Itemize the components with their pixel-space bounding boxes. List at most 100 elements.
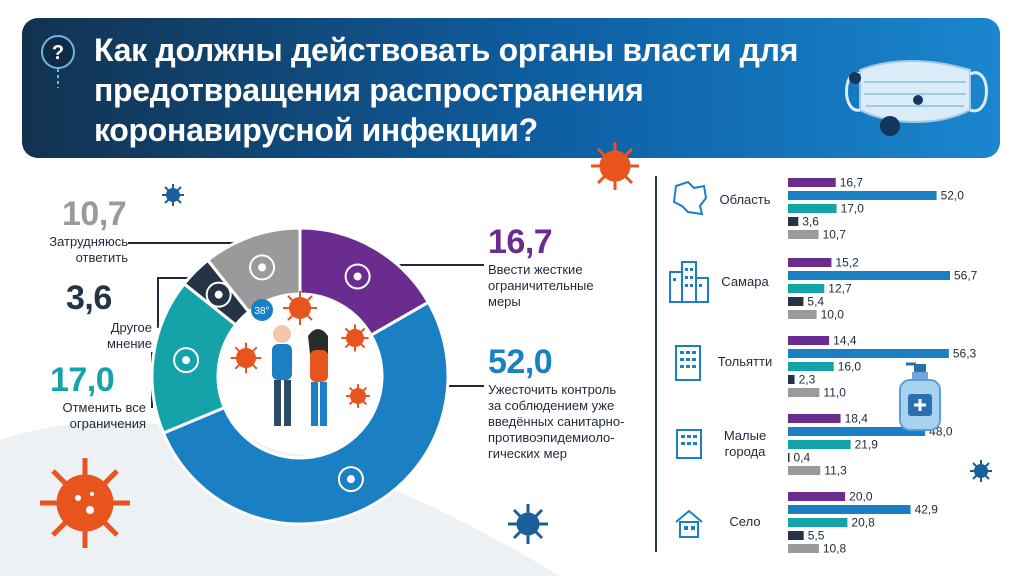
building-icon [675,345,701,381]
slice-marker-icon [205,281,232,308]
slice-marker-icon [337,466,364,493]
bar-small-towns-unsure [788,466,821,475]
svg-text:?: ? [52,42,64,64]
bar-value-samara-strict: 15,2 [835,256,859,270]
bar-value-oblast-strict: 16,7 [840,176,864,190]
virus-icon [230,342,262,374]
bar-value-small-towns-other: 0,4 [794,451,811,465]
bar-oblast-other [788,217,799,226]
category-label-village: Село [729,514,761,529]
bar-value-tolyatti-cancel: 16,0 [838,360,862,374]
bar-chart: 16,7 52,0 17,0 3,6 10,7 15,2 56,7 12,7 5,410,0 14… [788,176,978,556]
header-banner: ? Как должны действовать органы власти д… [22,18,1000,158]
slice-marker-icon [344,263,371,290]
category-label-small-towns: Малые города [723,428,767,459]
title-line-2: предотвращения распространения [94,72,644,108]
page-title: Как должны действовать органы власти для… [94,30,854,150]
small-building-icon [676,429,702,459]
title-line-3: коронавирусной инфекции? [94,112,538,148]
virus-icon [283,291,317,325]
bar-village-cancel [788,518,848,527]
bar-value-oblast-unsure: 10,7 [823,228,847,242]
bar-value-tolyatti-control: 56,3 [953,347,977,361]
panel-separator [655,176,657,552]
donut-center [222,298,378,454]
bar-samara-strict [788,258,832,267]
category-label-tolyatti: Тольятти [717,354,773,369]
bar-value-samara-control: 56,7 [954,269,978,283]
bar-samara-other [788,297,804,306]
temperature-badge: 38° [251,299,273,321]
bar-village-control [788,505,911,514]
bar-value-oblast-cancel: 17,0 [841,202,865,216]
sanitizer-bottle-icon [899,362,941,431]
donut-chart: 38° [150,226,450,526]
bar-village-unsure [788,544,819,553]
virus-icon [40,458,130,548]
cancel-label: Отменить все ограничения [62,400,146,431]
bar-value-samara-other: 5,4 [807,295,824,309]
category-label-samara: Самара [721,274,769,289]
bar-value-tolyatti-unsure: 11,0 [823,386,846,400]
bar-value-tolyatti-strict: 14,4 [833,334,857,348]
control-label: Ужесточить контроль за соблюдением уже вве… [488,382,625,461]
bar-tolyatti-strict [788,336,830,345]
svg-text:38°: 38° [254,306,269,317]
unsure-label: Затрудняюсь ответить [49,234,128,265]
bar-samara-unsure [788,310,817,319]
virus-icon [346,384,370,408]
people-illustration-icon [272,325,328,426]
strict-label: Ввести жесткие ограничительные меры [488,262,594,309]
bar-value-village-cancel: 20,8 [851,516,875,530]
bar-small-towns-cancel [788,440,851,449]
bar-value-samara-unsure: 10,0 [821,308,845,322]
slice-marker-icon [173,347,200,374]
question-badge-icon: ? [41,35,75,88]
bar-value-small-towns-cancel: 21,9 [855,438,879,452]
bar-oblast-control [788,191,937,200]
control-value: 52,0 [488,343,553,381]
bar-oblast-strict [788,178,836,187]
title-line-1: Как должны действовать органы власти для [94,32,799,68]
bar-oblast-unsure [788,230,819,239]
village-house-icon [675,509,703,538]
virus-icon [591,142,639,190]
cancel-value: 17,0 [50,361,115,399]
other-label: Другое мнение [106,320,152,351]
bar-oblast-cancel [788,204,837,213]
virus-icon [162,184,184,206]
medical-mask-icon [845,60,988,136]
bar-value-oblast-control: 52,0 [941,189,965,203]
bar-value-oblast-other: 3,6 [802,215,819,229]
region-map-icon [672,180,708,216]
bar-tolyatti-other [788,375,795,384]
category-label-oblast: Область [719,192,771,207]
virus-icon [970,460,992,482]
bar-value-village-control: 42,9 [915,503,939,517]
bar-small-towns-strict [788,414,841,423]
bar-village-other [788,531,804,540]
bar-samara-control [788,271,950,280]
bar-village-strict [788,492,846,501]
virus-icon [508,504,548,544]
strict-value: 16,7 [488,223,553,261]
bar-value-small-towns-strict: 18,4 [845,412,869,426]
bar-value-village-unsure: 10,8 [823,542,847,556]
bar-value-small-towns-unsure: 11,3 [824,464,847,478]
bar-value-tolyatti-other: 2,3 [799,373,816,387]
bar-samara-cancel [788,284,825,293]
bar-value-village-other: 5,5 [808,529,825,543]
bar-value-village-strict: 20,0 [849,490,873,504]
bar-tolyatti-control [788,349,949,358]
donut-slice-control [161,300,450,526]
bar-tolyatti-cancel [788,362,834,371]
unsure-value: 10,7 [62,195,127,233]
bar-small-towns-control [788,427,926,436]
slice-marker-icon [249,254,276,281]
virus-icon [849,72,923,136]
bar-small-towns-other [788,453,790,462]
virus-icon [341,324,369,352]
city-buildings-icon [669,261,709,303]
other-value: 3,6 [66,279,112,317]
bar-tolyatti-unsure [788,388,820,397]
